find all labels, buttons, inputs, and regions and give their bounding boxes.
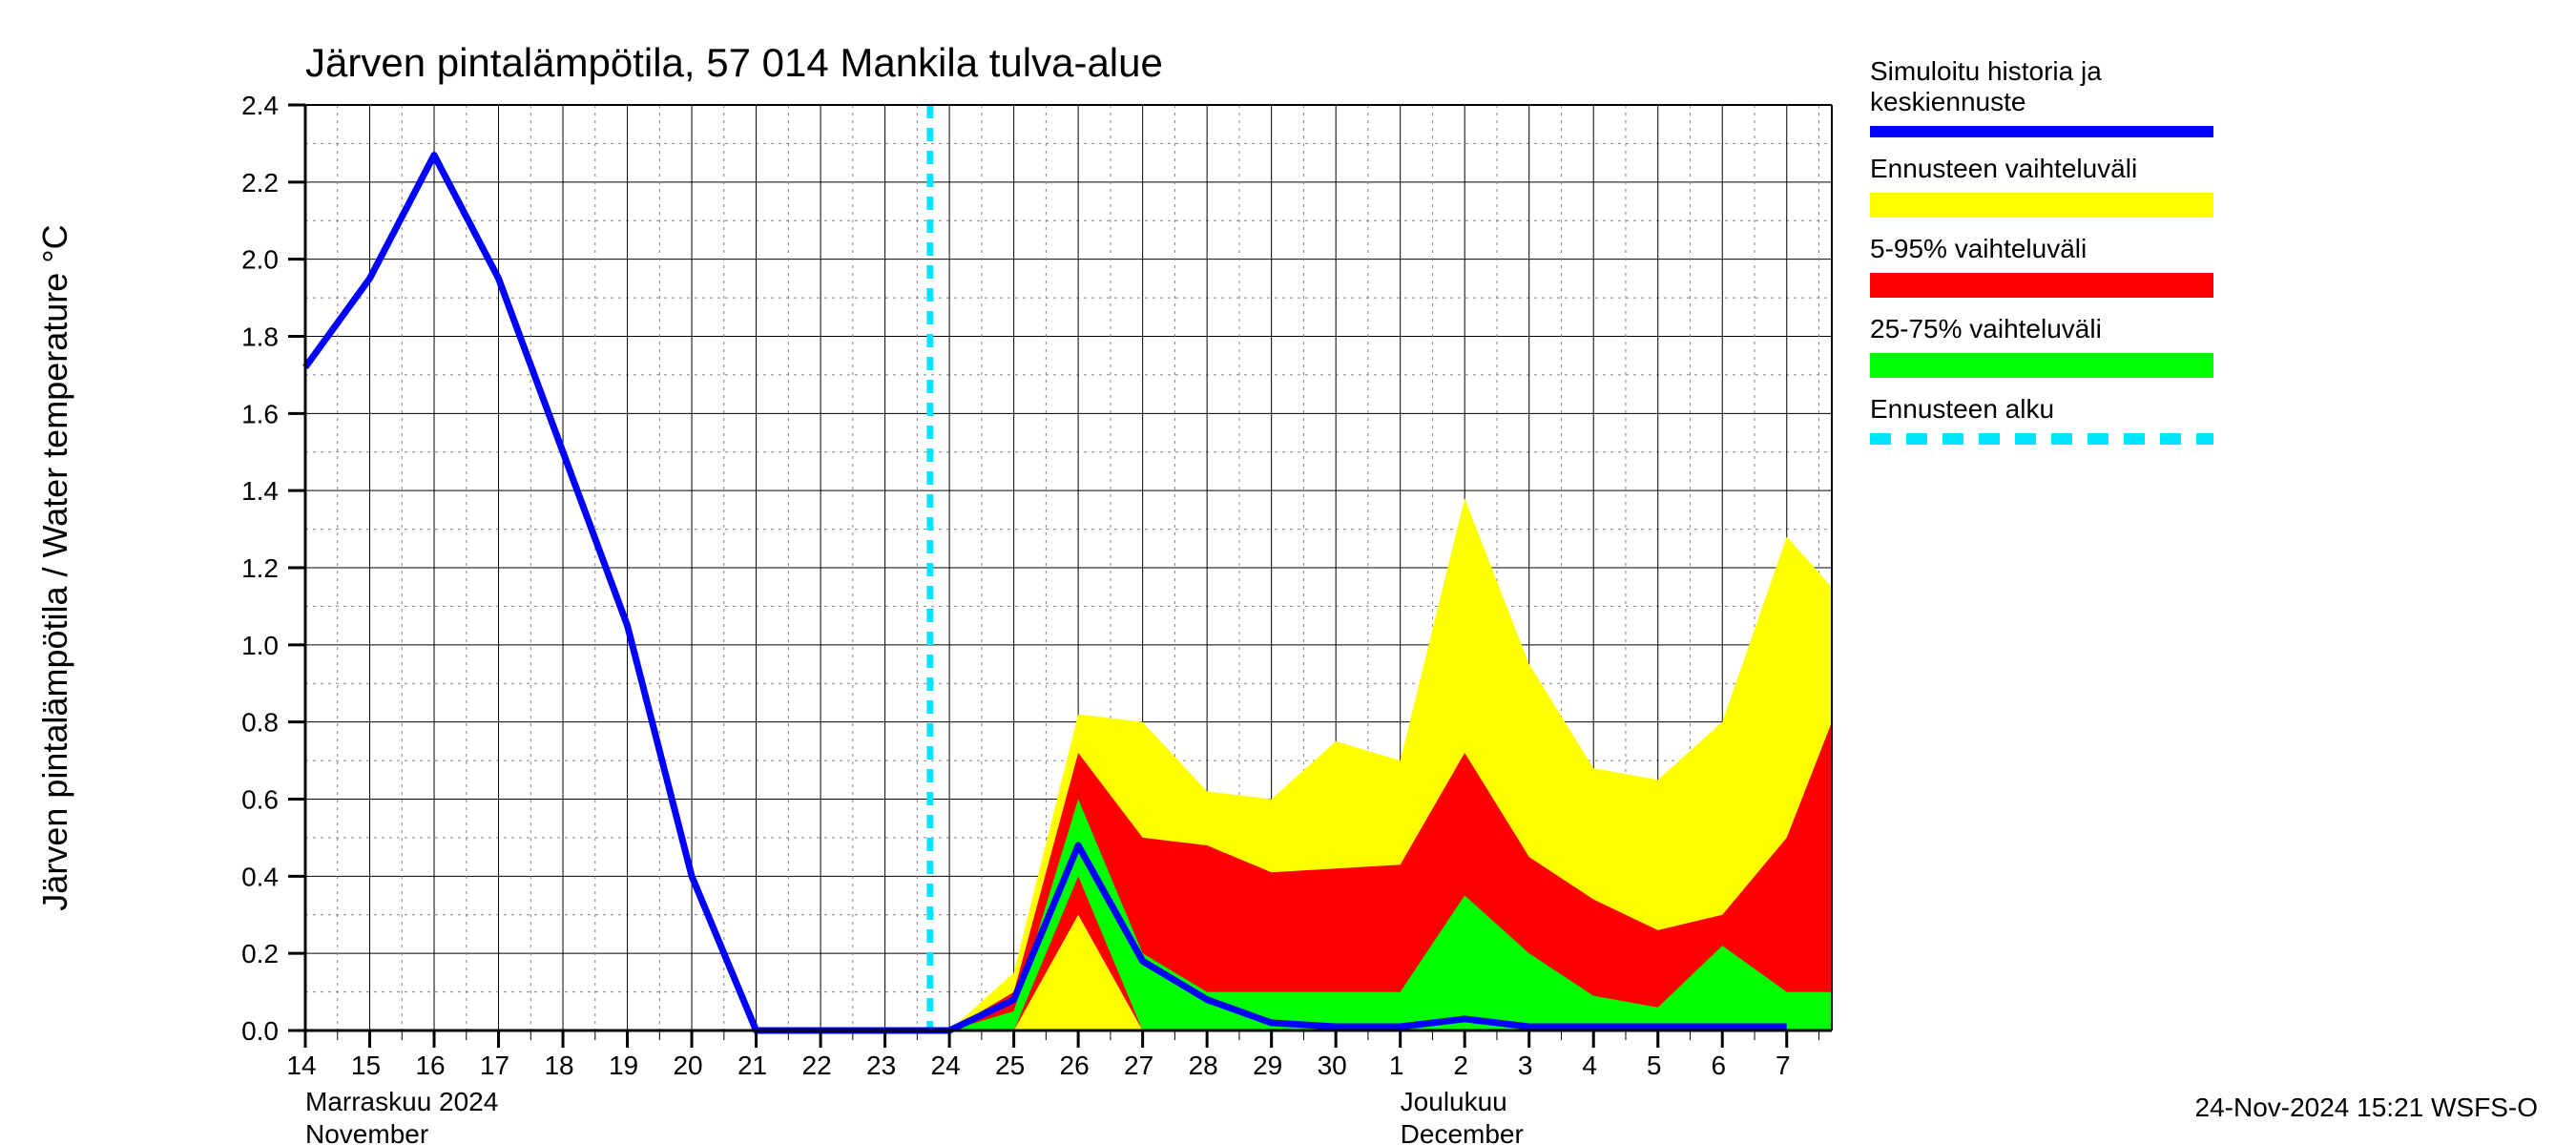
legend-label-hist: Simuloitu historia ja: [1870, 56, 2102, 86]
svg-text:18: 18: [544, 1051, 573, 1080]
y-axis-title: Järven pintalämpötila / Water temperatur…: [35, 224, 74, 910]
svg-text:1.2: 1.2: [241, 553, 279, 583]
svg-text:19: 19: [609, 1051, 638, 1080]
svg-text:20: 20: [673, 1051, 702, 1080]
svg-text:30: 30: [1318, 1051, 1347, 1080]
chart-title: Järven pintalämpötila, 57 014 Mankila tu…: [305, 40, 1163, 85]
svg-text:16: 16: [415, 1051, 445, 1080]
svg-text:27: 27: [1124, 1051, 1153, 1080]
svg-text:1: 1: [1389, 1051, 1404, 1080]
legend-swatch-hist: [1870, 126, 2213, 137]
chart-container: 0.0 0.2 0.4 0.6 0.8 1.0 1.2 1.4 1.6 1.8 2.0 2.2 2.4 1…: [0, 0, 2576, 1145]
legend-label-p5_95: 5-95% vaihteluväli: [1870, 234, 2087, 263]
legend-swatch-full: [1870, 193, 2213, 218]
svg-text:7: 7: [1776, 1051, 1791, 1080]
svg-text:14: 14: [286, 1051, 316, 1080]
svg-text:15: 15: [351, 1051, 381, 1080]
svg-text:Joulukuu: Joulukuu: [1401, 1087, 1507, 1116]
legend-label-full: Ennusteen vaihteluväli: [1870, 154, 2137, 183]
svg-text:23: 23: [866, 1051, 896, 1080]
legend-swatch-p25_75: [1870, 353, 2213, 378]
svg-text:0.0: 0.0: [241, 1016, 279, 1046]
svg-text:2.0: 2.0: [241, 245, 279, 275]
svg-text:1.6: 1.6: [241, 399, 279, 428]
legend-swatch-p5_95: [1870, 273, 2213, 298]
svg-text:1.0: 1.0: [241, 631, 279, 660]
legend-label-fcstart: Ennusteen alku: [1870, 394, 2054, 424]
legend-label-hist: keskiennuste: [1870, 87, 2025, 116]
svg-text:28: 28: [1189, 1051, 1218, 1080]
svg-text:17: 17: [480, 1051, 509, 1080]
timestamp: 24-Nov-2024 15:21 WSFS-O: [2195, 1093, 2539, 1122]
svg-text:2.4: 2.4: [241, 91, 279, 120]
svg-text:0.2: 0.2: [241, 939, 279, 968]
svg-text:1.8: 1.8: [241, 323, 279, 352]
svg-text:6: 6: [1711, 1051, 1726, 1080]
svg-text:5: 5: [1647, 1051, 1662, 1080]
svg-text:29: 29: [1253, 1051, 1282, 1080]
svg-text:December: December: [1401, 1119, 1524, 1145]
temperature-forecast-chart: 0.0 0.2 0.4 0.6 0.8 1.0 1.2 1.4 1.6 1.8 2.0 2.2 2.4 1…: [0, 0, 2576, 1145]
svg-text:4: 4: [1582, 1051, 1597, 1080]
legend-label-p25_75: 25-75% vaihteluväli: [1870, 314, 2102, 344]
svg-text:0.8: 0.8: [241, 708, 279, 738]
svg-text:21: 21: [737, 1051, 767, 1080]
svg-text:0.6: 0.6: [241, 785, 279, 815]
svg-text:0.4: 0.4: [241, 862, 279, 891]
svg-text:2: 2: [1453, 1051, 1468, 1080]
svg-text:25: 25: [995, 1051, 1025, 1080]
svg-text:24: 24: [931, 1051, 961, 1080]
svg-text:Marraskuu 2024: Marraskuu 2024: [305, 1087, 498, 1116]
svg-text:1.4: 1.4: [241, 476, 279, 506]
svg-text:November: November: [305, 1119, 428, 1145]
svg-text:3: 3: [1518, 1051, 1533, 1080]
svg-text:26: 26: [1060, 1051, 1090, 1080]
svg-text:2.2: 2.2: [241, 168, 279, 198]
svg-text:22: 22: [802, 1051, 832, 1080]
